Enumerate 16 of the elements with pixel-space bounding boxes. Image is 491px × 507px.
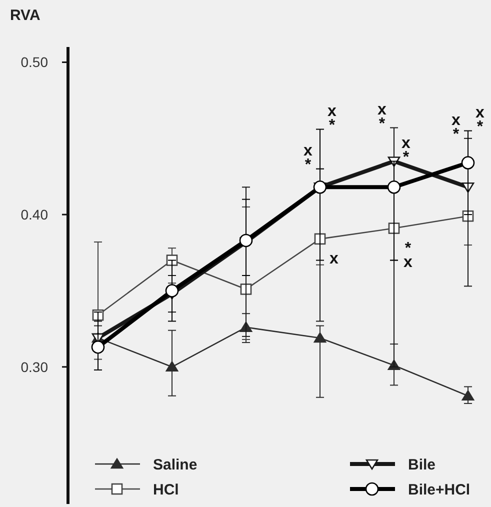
data-label: x *: [452, 112, 461, 144]
y-tick-label: 0.50: [20, 54, 48, 70]
y-tick-label: 0.40: [20, 206, 48, 222]
data-label: x *: [402, 135, 411, 166]
data-label: x *: [328, 103, 337, 134]
data-label: x *: [378, 102, 387, 133]
data-label: * x: [404, 240, 413, 272]
legend-label: Saline: [153, 456, 198, 474]
legend-label: HCl: [153, 481, 179, 498]
legend-label: Bile: [408, 456, 436, 474]
legend-label: Bile+HCl: [408, 481, 470, 498]
y-tick-label: 0.30: [20, 358, 48, 375]
y-axis-title: RVA: [10, 7, 40, 24]
data-label: x *: [304, 142, 313, 174]
data-label: x: [330, 250, 339, 268]
data-label: x *: [476, 104, 485, 136]
